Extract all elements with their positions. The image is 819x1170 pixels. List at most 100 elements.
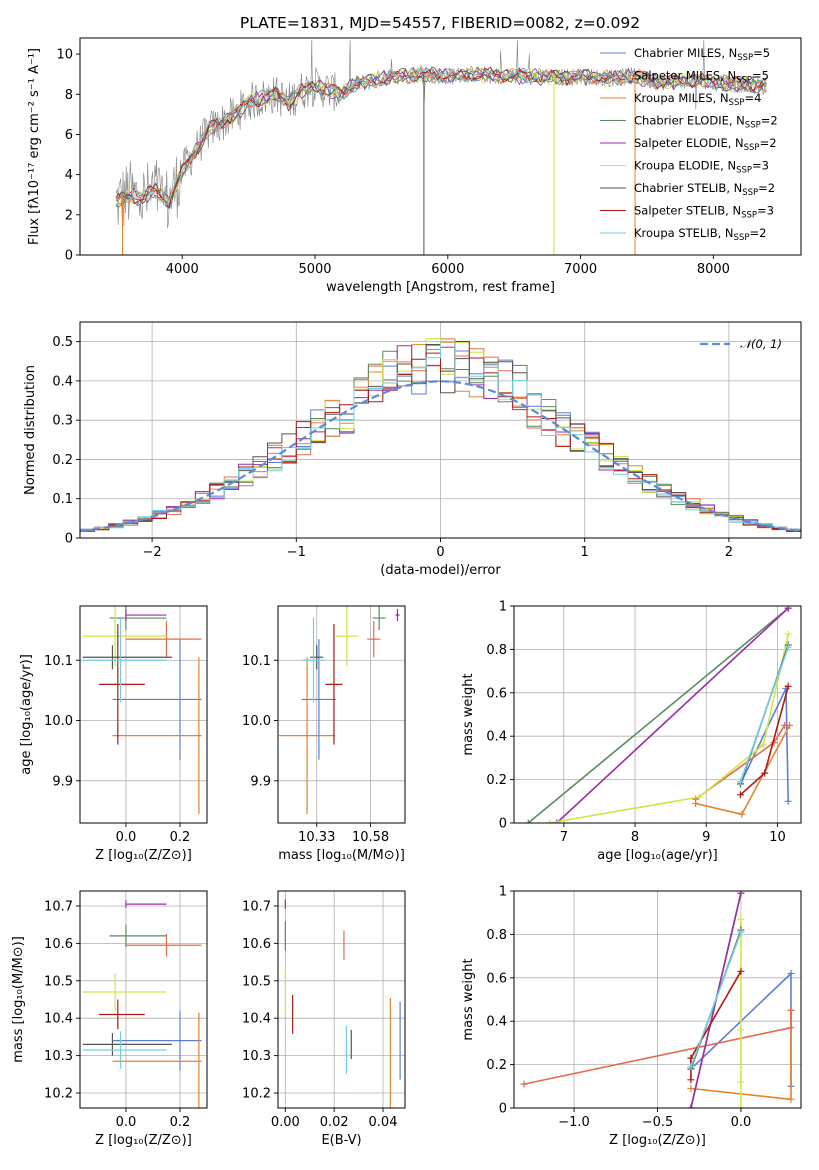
panel-age-vs-Z: 0.0 0.2 9.9 10.0 10.1 Z [log₁₀(Z/Z⊙)] age [log… xyxy=(19,605,208,863)
x-tick-label: 10.58 xyxy=(352,830,389,845)
y-axis-label: Normed distribution xyxy=(23,365,38,495)
y-tick-label: 0.8 xyxy=(486,928,507,943)
ssp-marker xyxy=(737,1078,745,1086)
y-tick-label: 0.1 xyxy=(52,492,73,507)
ssp-marker xyxy=(695,793,703,801)
y-tick-label: 0 xyxy=(65,532,73,547)
legend-entry: Chabrier STELIB, NSSP=2 xyxy=(634,181,775,198)
ssp-marker xyxy=(784,797,792,805)
x-tick-label: −0.5 xyxy=(642,1115,674,1130)
ssp-marker xyxy=(737,915,745,923)
y-tick-label: 0.3 xyxy=(52,414,73,429)
y-tick-label: 0.4 xyxy=(52,374,73,389)
legend-entry: Salpeter STELIB, NSSP=3 xyxy=(634,204,774,221)
plot-area xyxy=(82,900,202,1108)
legend-entry: 𝒩(0, 1) xyxy=(740,337,782,351)
legend-entry: Kroupa STELIB, NSSP=2 xyxy=(634,226,766,243)
y-tick-label: 4 xyxy=(65,168,73,183)
ssp-marker xyxy=(737,967,745,975)
y-tick-label: 10.1 xyxy=(44,654,73,669)
ssp-marker xyxy=(784,606,792,612)
x-tick-label: 8 xyxy=(631,830,639,845)
ssp-marker xyxy=(736,778,744,786)
axes-frame xyxy=(79,890,208,1109)
panel-spectrum: 4000 5000 6000 7000 8000 0 2 4 6 8 10 wavelength [A… xyxy=(27,14,802,295)
y-tick-label: 10.6 xyxy=(242,937,271,952)
x-tick-label: 9 xyxy=(702,830,710,845)
ssp-marker xyxy=(787,1024,795,1032)
ssp-marker xyxy=(736,791,744,799)
ssp-marker xyxy=(520,1080,528,1088)
cumulative-line xyxy=(556,607,789,823)
y-tick-label: 10.7 xyxy=(44,899,73,914)
y-axis-label: age [log₁₀(age/yr)] xyxy=(19,654,34,775)
x-tick-label: 0 xyxy=(436,545,444,560)
y-tick-label: 0.2 xyxy=(52,453,73,468)
x-axis-label: mass [log₁₀(M/M⊙)] xyxy=(278,848,405,863)
x-tick-label: 1 xyxy=(581,545,589,560)
x-tick-label: 2 xyxy=(725,545,733,560)
axes-frame xyxy=(79,37,802,256)
x-tick-label: 0.0 xyxy=(116,1115,137,1130)
axes-frame xyxy=(513,605,802,824)
model-spectrum-7 xyxy=(115,66,767,209)
ssp-marker xyxy=(781,721,789,729)
y-tick-label: 0.8 xyxy=(486,643,507,658)
x-tick-label: 0.02 xyxy=(320,1115,349,1130)
y-tick-label: 9.9 xyxy=(250,774,271,789)
model-spectrum-8 xyxy=(115,67,767,206)
axes-frame xyxy=(277,605,406,824)
ssp-marker xyxy=(787,1006,795,1014)
legend-entry: Chabrier ELODIE, NSSP=2 xyxy=(634,114,778,131)
y-tick-label: 0.5 xyxy=(52,335,73,350)
panel-age-vs-mass: 10.33 10.58 9.9 10.0 10.1 mass [log₁₀(M/M⊙)] xyxy=(242,605,406,863)
x-tick-label: 0.04 xyxy=(369,1115,398,1130)
y-tick-label: 0 xyxy=(499,1102,507,1117)
x-tick-label: −2 xyxy=(143,545,162,560)
y-tick-label: 0.2 xyxy=(486,773,507,788)
y-tick-label: 10.2 xyxy=(44,1087,73,1102)
model-spectrum-5 xyxy=(115,67,767,207)
y-tick-label: 10.1 xyxy=(242,654,271,669)
x-tick-label: 4000 xyxy=(166,262,199,277)
ssp-marker xyxy=(524,819,532,823)
x-axis-label: Z [log₁₀(Z/Z⊙)] xyxy=(609,1133,706,1148)
observed-spectrum xyxy=(115,39,767,229)
ssp-marker xyxy=(737,891,745,897)
x-tick-label: 10 xyxy=(769,830,786,845)
cumulative-line xyxy=(690,970,742,1080)
y-tick-label: 0.2 xyxy=(486,1058,507,1073)
ssp-marker xyxy=(784,682,792,690)
ssp-marker xyxy=(687,1084,695,1092)
plot-area xyxy=(279,606,400,814)
x-tick-label: 0.00 xyxy=(271,1115,300,1130)
histogram-8 xyxy=(80,340,801,530)
plot-area xyxy=(80,338,801,533)
y-tick-label: 10.4 xyxy=(242,1012,271,1027)
y-tick-label: 10.2 xyxy=(242,1087,271,1102)
y-tick-label: 10.0 xyxy=(44,714,73,729)
x-tick-label: 0.2 xyxy=(170,1115,191,1130)
x-tick-label: 0.0 xyxy=(731,1115,752,1130)
ssp-marker xyxy=(761,769,769,777)
y-tick-label: 9.9 xyxy=(52,774,73,789)
gaussian-curve xyxy=(80,380,801,533)
y-tick-label: 10.0 xyxy=(242,714,271,729)
ssp-marker xyxy=(687,1054,695,1062)
legend: Chabrier MILES, NSSP=5 Salpeter MILES, NS… xyxy=(600,46,778,243)
y-tick-label: 0 xyxy=(499,817,507,832)
x-tick-label: 8000 xyxy=(697,262,730,277)
x-tick-label: 0.2 xyxy=(170,830,191,845)
y-tick-label: 10.7 xyxy=(242,899,271,914)
ssp-marker xyxy=(737,1026,745,1034)
cumulative-line xyxy=(549,634,789,823)
axes-frame xyxy=(277,890,406,1109)
y-tick-label: 10.3 xyxy=(44,1049,73,1064)
y-tick-label: 10.3 xyxy=(242,1049,271,1064)
ssp-marker xyxy=(738,810,746,818)
panel-residuals: −2 −1 0 1 2 0 0.1 0.2 0.3 0.4 0.5 (data-model)/erro… xyxy=(23,321,802,578)
y-tick-label: 0.4 xyxy=(486,1015,507,1030)
chart-title: PLATE=1831, MJD=54557, FIBERID=0082, z=0… xyxy=(240,14,640,32)
x-tick-label: 5000 xyxy=(298,262,331,277)
